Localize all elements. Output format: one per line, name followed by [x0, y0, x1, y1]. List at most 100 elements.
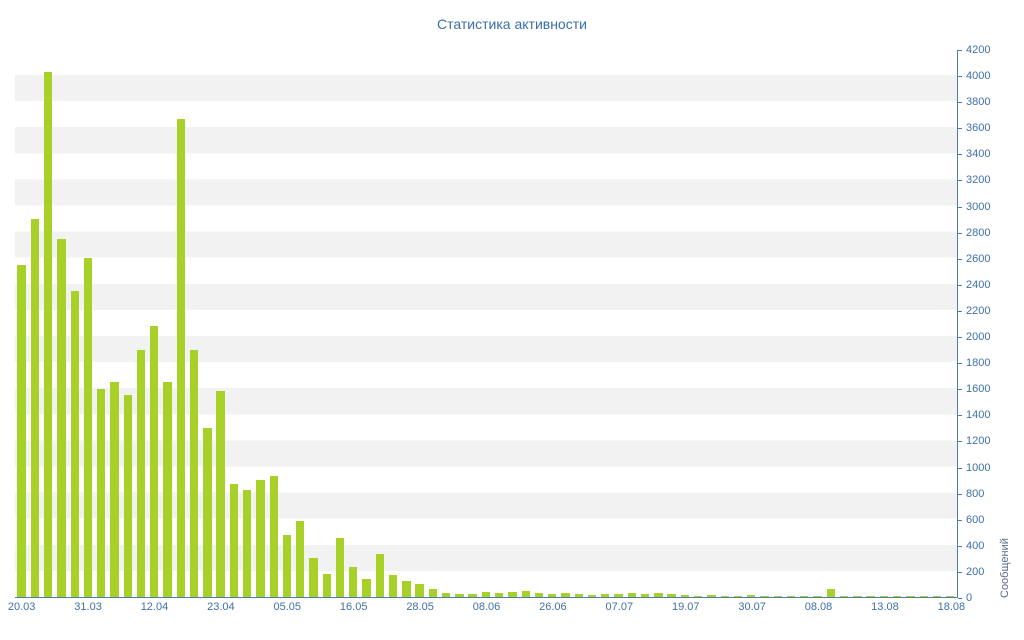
bar[interactable] [747, 595, 756, 597]
bar-slot [440, 50, 453, 597]
bar[interactable] [919, 596, 928, 597]
bar-slot [851, 50, 864, 597]
bar[interactable] [601, 593, 610, 597]
bar[interactable] [813, 595, 822, 597]
y-axis-tick-label: 3200 [966, 174, 991, 187]
bar-slot [506, 50, 519, 597]
bar[interactable] [866, 596, 875, 597]
bar[interactable] [322, 573, 331, 597]
bar[interactable] [441, 593, 451, 597]
y-axis-tick [958, 598, 962, 599]
y-axis-tick [958, 337, 962, 339]
bar[interactable] [123, 395, 132, 597]
bar[interactable] [256, 479, 265, 597]
bar[interactable] [495, 593, 504, 597]
bar[interactable] [667, 594, 676, 597]
bar[interactable] [136, 349, 146, 597]
bar[interactable] [110, 382, 119, 597]
bar-slot [745, 50, 758, 597]
bar[interactable] [906, 596, 915, 597]
bar[interactable] [508, 591, 517, 597]
bar[interactable] [826, 588, 835, 597]
bar[interactable] [269, 475, 278, 597]
bar[interactable] [468, 594, 477, 597]
y-axis-tick [958, 102, 962, 104]
bar-slot [347, 50, 360, 597]
y-axis-tick-label: 1400 [966, 409, 991, 422]
bar[interactable] [83, 258, 93, 597]
bar[interactable] [561, 593, 570, 597]
bar[interactable] [481, 591, 491, 597]
bar[interactable] [707, 595, 716, 597]
bar[interactable] [402, 581, 411, 597]
bar[interactable] [17, 264, 26, 597]
bar-slot [121, 50, 134, 597]
bar[interactable] [614, 594, 623, 597]
bar[interactable] [349, 567, 358, 597]
bar[interactable] [375, 554, 384, 597]
bar[interactable] [733, 595, 743, 597]
bar[interactable] [229, 483, 239, 597]
bar[interactable] [362, 578, 371, 597]
bar[interactable] [189, 349, 199, 597]
bar[interactable] [242, 490, 252, 597]
bar[interactable] [654, 593, 663, 597]
bar[interactable] [946, 596, 955, 597]
y-axis-tick-label: 4000 [966, 70, 991, 83]
y-axis-tick-label: 1200 [966, 435, 991, 448]
x-axis-tick-label: 08.06 [472, 601, 501, 613]
bar[interactable] [892, 596, 902, 597]
bar[interactable] [879, 595, 889, 597]
bar[interactable] [627, 593, 637, 597]
bar[interactable] [150, 326, 159, 597]
bar[interactable] [773, 595, 782, 597]
bar[interactable] [163, 382, 172, 597]
bar-slot [731, 50, 744, 597]
bar[interactable] [30, 219, 40, 597]
bar[interactable] [216, 391, 225, 597]
bar[interactable] [176, 119, 185, 597]
bar[interactable] [694, 595, 703, 597]
bar[interactable] [839, 595, 849, 597]
bar[interactable] [574, 594, 583, 597]
bar[interactable] [680, 595, 690, 597]
bar[interactable] [70, 290, 79, 597]
y-axis-tick-label: 800 [966, 487, 985, 500]
bar[interactable] [415, 583, 424, 597]
bar[interactable] [455, 593, 464, 597]
bar[interactable] [548, 593, 557, 597]
bar[interactable] [43, 72, 53, 597]
x-axis-tick-label: 13.08 [871, 601, 899, 613]
bar[interactable] [760, 595, 769, 597]
y-axis-tick [958, 519, 962, 521]
bar[interactable] [97, 388, 106, 597]
bar[interactable] [521, 590, 530, 597]
bar[interactable] [57, 238, 66, 597]
bar[interactable] [309, 557, 318, 597]
bar[interactable] [853, 596, 862, 597]
y-axis-tick-label: 2200 [966, 304, 991, 317]
bar[interactable] [800, 596, 809, 597]
bar[interactable] [203, 427, 212, 597]
bar[interactable] [388, 574, 398, 597]
bar[interactable] [640, 593, 650, 597]
bar-slot [201, 50, 214, 597]
bar[interactable] [428, 589, 438, 597]
bar[interactable] [786, 595, 796, 597]
bar[interactable] [296, 521, 305, 597]
y-axis-title: Сообщений [999, 538, 1011, 598]
bar[interactable] [335, 538, 345, 597]
bar[interactable] [534, 593, 544, 597]
y-axis-tick-label: 1600 [966, 383, 991, 396]
bar-slot [466, 50, 479, 597]
y-axis-tick [958, 545, 962, 547]
bar-slot [811, 50, 824, 597]
bar[interactable] [587, 595, 597, 597]
y-axis-tick [958, 50, 962, 51]
y-axis-tick [958, 363, 962, 365]
bar-slot [15, 50, 28, 597]
bar[interactable] [932, 596, 942, 597]
bar[interactable] [282, 534, 292, 597]
bar[interactable] [720, 595, 729, 597]
bar-slot [665, 50, 678, 597]
